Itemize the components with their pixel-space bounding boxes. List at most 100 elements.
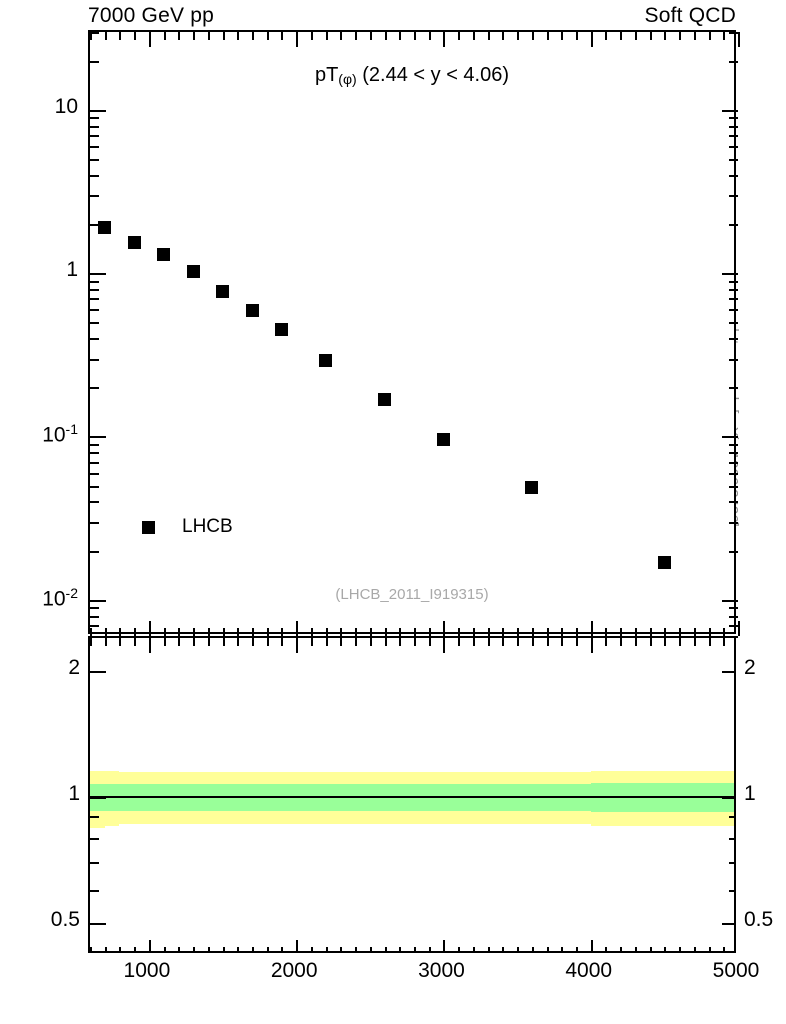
- axis-tick: [193, 628, 196, 636]
- axis-tick: [119, 638, 122, 646]
- axis-tick: [472, 947, 475, 951]
- axis-tick: [590, 638, 593, 653]
- axis-tick: [605, 32, 608, 40]
- axis-tick: [693, 32, 696, 40]
- axis-tick: [729, 224, 738, 227]
- axis-tick: [90, 32, 92, 40]
- axis-tick: [649, 947, 652, 951]
- axis-tick: [296, 940, 299, 951]
- axis-tick: [458, 32, 461, 40]
- axis-tick: [90, 816, 99, 819]
- axis-tick: [104, 947, 107, 951]
- plot-title-phi: (φ): [338, 71, 357, 88]
- axis-tick: [729, 174, 738, 177]
- axis-tick: [729, 862, 734, 865]
- axis-tick: [590, 940, 593, 951]
- axis-tick: [443, 621, 446, 636]
- data-point-marker: [186, 265, 200, 279]
- axis-tick: [90, 923, 106, 926]
- axis-tick: [90, 607, 99, 610]
- axis-tick: [428, 628, 431, 636]
- axis-tick: [340, 628, 343, 636]
- axis-tick: [237, 638, 240, 646]
- axis-tick: [634, 947, 637, 951]
- axis-tick: [561, 628, 564, 636]
- axis-tick: [90, 60, 99, 63]
- y-tick-mantissa: 1: [66, 258, 78, 282]
- axis-tick: [399, 628, 402, 636]
- axis-tick: [414, 32, 416, 40]
- axis-tick: [148, 621, 151, 636]
- axis-tick: [310, 32, 313, 40]
- axis-tick: [576, 628, 578, 636]
- axis-tick: [729, 550, 738, 553]
- axis-tick: [90, 485, 99, 488]
- axis-tick: [729, 159, 738, 162]
- axis-tick: [561, 638, 564, 646]
- axis-tick: [664, 638, 667, 646]
- axis-tick: [90, 125, 99, 128]
- axis-tick: [325, 628, 328, 636]
- axis-tick: [729, 452, 738, 455]
- axis-tick: [729, 322, 738, 325]
- axis-tick: [178, 947, 181, 951]
- main-y-tick-label: 10-2: [18, 585, 78, 612]
- axis-tick: [207, 638, 210, 646]
- axis-tick: [605, 628, 608, 636]
- axis-tick: [634, 628, 637, 636]
- axis-tick: [729, 607, 738, 610]
- axis-tick: [148, 940, 151, 951]
- axis-tick: [119, 628, 122, 636]
- axis-tick: [296, 32, 299, 47]
- axis-tick: [546, 638, 549, 646]
- axis-tick: [722, 671, 734, 674]
- axis-tick: [679, 32, 682, 40]
- axis-tick: [134, 638, 137, 646]
- ratio-y-tick-label-right: 2: [744, 656, 756, 680]
- data-point-marker: [157, 248, 171, 262]
- axis-tick: [723, 32, 726, 40]
- axis-tick: [729, 289, 738, 292]
- axis-tick: [90, 338, 99, 341]
- axis-tick: [222, 32, 225, 40]
- ratio-y-tick-label-left: 0.5: [50, 908, 80, 932]
- axis-tick: [664, 947, 667, 951]
- axis-tick: [729, 837, 734, 840]
- axis-tick: [266, 32, 269, 40]
- axis-tick: [90, 289, 99, 292]
- main-y-tick-label: 10-1: [18, 421, 78, 448]
- ratio-y-tick-label-left: 1: [68, 782, 80, 806]
- axis-tick: [605, 638, 608, 646]
- axis-tick: [693, 628, 696, 636]
- axis-tick: [296, 638, 299, 653]
- axis-tick: [355, 32, 358, 40]
- axis-tick: [252, 947, 254, 951]
- axis-tick: [634, 32, 637, 40]
- axis-tick: [546, 628, 549, 636]
- axis-tick: [472, 628, 475, 636]
- axis-tick: [729, 358, 738, 361]
- data-point-marker: [319, 354, 333, 368]
- axis-tick: [104, 628, 107, 636]
- axis-tick: [237, 628, 240, 636]
- axis-tick: [104, 32, 107, 40]
- axis-tick: [134, 947, 137, 951]
- axis-tick: [90, 436, 106, 439]
- axis-tick: [384, 628, 387, 636]
- ratio-y-tick-label-right: 1: [744, 782, 756, 806]
- axis-tick: [729, 125, 738, 128]
- axis-tick: [163, 32, 166, 40]
- legend-label-lhcb: LHCB: [182, 516, 233, 537]
- axis-tick: [729, 135, 738, 138]
- axis-tick: [458, 947, 461, 951]
- axis-tick: [546, 32, 549, 40]
- axis-tick: [517, 32, 520, 40]
- data-point-marker: [525, 480, 539, 494]
- axis-tick: [90, 638, 92, 646]
- axis-tick: [134, 32, 137, 40]
- axis-tick: [414, 947, 416, 951]
- data-point-marker: [274, 323, 288, 337]
- axis-tick: [729, 298, 738, 301]
- axis-tick: [178, 628, 181, 636]
- legend: LHCB: [142, 516, 233, 538]
